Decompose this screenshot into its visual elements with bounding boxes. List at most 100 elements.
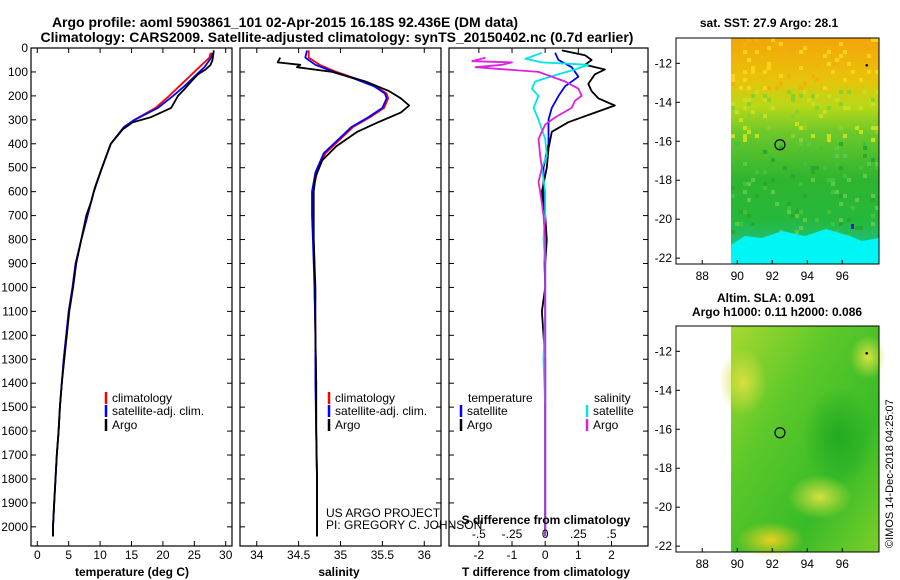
sst-pixel xyxy=(855,226,859,230)
sst-pixel xyxy=(775,202,779,206)
y-tick-label: 500 xyxy=(8,161,28,175)
sst-pixel xyxy=(763,98,767,102)
sst-pixel xyxy=(763,186,767,190)
y-tick-label: 300 xyxy=(8,113,28,127)
sst-pixel xyxy=(819,146,823,150)
y-tick-label: 100 xyxy=(8,65,28,79)
y-tick-label: 2000 xyxy=(1,520,28,534)
sst-pixel xyxy=(823,166,827,170)
sla-map-panel: Altim. SLA: 0.091 Argo h1000: 0.11 h2000… xyxy=(655,291,886,571)
s-tick-label: .25 xyxy=(570,527,587,541)
x-tick-label: 30 xyxy=(219,548,233,562)
sst-pixel xyxy=(767,62,771,66)
sst-pixel xyxy=(767,158,771,162)
sst-pixel xyxy=(783,50,787,54)
x-tick-label: 34.5 xyxy=(287,548,311,562)
sst-pixel xyxy=(875,90,879,94)
sst-pixel xyxy=(771,178,775,182)
sst-pixel xyxy=(747,214,751,218)
x-tick-label: 5 xyxy=(65,548,72,562)
sst-pixel xyxy=(743,190,747,194)
sst-pixel xyxy=(867,42,871,46)
x-tick-label: 20 xyxy=(156,548,170,562)
legend-title-temperature: temperature xyxy=(468,391,533,405)
sst-pixel xyxy=(751,70,755,74)
sst-pixel xyxy=(799,86,803,90)
sst-pixel xyxy=(871,138,875,142)
sst-pixel xyxy=(871,222,875,226)
y-tick-label: 1300 xyxy=(1,352,28,366)
y-tick-label: 200 xyxy=(8,89,28,103)
legend-title-salinity: salinity xyxy=(594,391,631,405)
sst-pixel xyxy=(803,50,807,54)
sst-pixel xyxy=(839,102,843,106)
sla-high-anomaly xyxy=(850,335,886,379)
sst-pixel xyxy=(843,174,847,178)
sst-pixel xyxy=(795,50,799,54)
x-tick-label: 15 xyxy=(125,548,139,562)
sst-pixel xyxy=(763,86,767,90)
temperature-panel: 0100200300400500600700800900100011001200… xyxy=(1,41,232,579)
profile-line-argo xyxy=(276,57,411,537)
map-x-tick-label: 90 xyxy=(731,269,745,283)
sst-pixel xyxy=(803,194,807,198)
sst-pixel xyxy=(803,150,807,154)
sst-pixel xyxy=(839,90,843,94)
profile-line-satellite-adj-clim- xyxy=(52,52,214,537)
sst-pixel xyxy=(875,130,879,134)
sst-pixel xyxy=(767,66,771,70)
map-y-tick-label: -20 xyxy=(655,500,673,514)
y-tick-label: 1500 xyxy=(1,400,28,414)
legend-label-t-satellite: satellite xyxy=(467,404,508,418)
sst-pixel xyxy=(787,202,791,206)
sst-pixel xyxy=(811,94,815,98)
sst-pixel xyxy=(875,206,879,210)
sst-speckle xyxy=(731,38,879,238)
sst-pixel xyxy=(751,178,755,182)
sst-pixel xyxy=(731,194,735,198)
sst-pixel xyxy=(847,178,851,182)
sst-pixel xyxy=(835,190,839,194)
imos-timestamp: ©IMOS 14-Dec-2018 04:25:07 xyxy=(884,399,896,548)
sst-pixel xyxy=(767,98,771,102)
sst-pixel xyxy=(839,222,843,226)
sst-pixel xyxy=(767,118,771,122)
sst-pixel xyxy=(747,182,751,186)
sst-pixel xyxy=(791,94,795,98)
sst-pixel xyxy=(803,126,807,130)
sst-pixel xyxy=(855,126,859,130)
sst-pixel xyxy=(743,106,747,110)
title-line-1: Argo profile: aoml 5903861_101 02-Apr-20… xyxy=(52,14,518,30)
map-y-tick-label: -18 xyxy=(655,173,673,187)
sst-pixel xyxy=(755,90,759,94)
sst-pixel xyxy=(859,78,863,82)
sst-pixel xyxy=(731,78,735,82)
sst-pixel xyxy=(739,222,743,226)
credit-line-2: PI: GREGORY C. JOHNSON xyxy=(326,518,482,532)
y-tick-label: 600 xyxy=(8,185,28,199)
sst-pixel xyxy=(871,38,875,42)
map-x-tick-label: 96 xyxy=(836,557,850,571)
sst-pixel xyxy=(831,70,835,74)
sst-pixel xyxy=(831,178,835,182)
sst-pixel xyxy=(747,38,751,42)
x-tick-label: 0 xyxy=(542,548,549,562)
sst-pixel xyxy=(767,86,771,90)
island-marker xyxy=(865,351,869,355)
sst-pixel xyxy=(779,42,783,46)
sst-pixel xyxy=(787,74,791,78)
map-y-tick-label: -14 xyxy=(655,383,673,397)
sst-pixel xyxy=(847,62,851,66)
sst-map-frame xyxy=(675,37,880,265)
sla-high-anomaly xyxy=(719,348,767,416)
sst-pixel xyxy=(763,70,767,74)
sst-pixel xyxy=(739,118,743,122)
y-tick-label: 1700 xyxy=(1,448,28,462)
legend-label-climatology: climatology xyxy=(335,391,395,405)
profile-line-argo xyxy=(52,50,215,537)
sst-pixel xyxy=(735,222,739,226)
sst-pixel xyxy=(751,66,755,70)
map-x-tick-label: 94 xyxy=(801,269,815,283)
sst-pixel xyxy=(815,106,819,110)
sst-pixel xyxy=(875,126,879,130)
